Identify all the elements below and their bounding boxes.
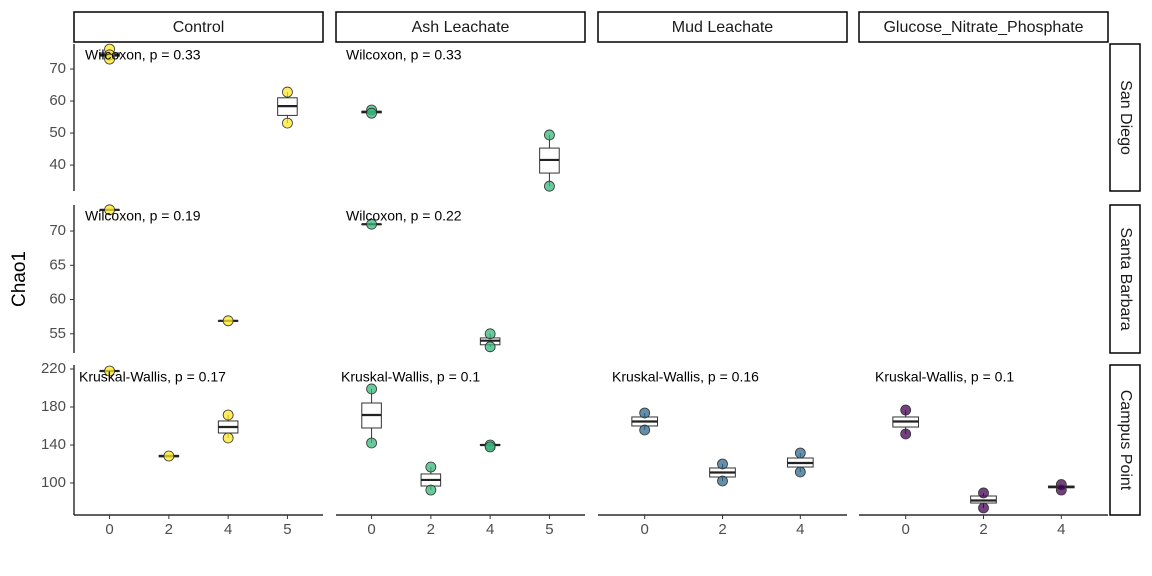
point: [222, 409, 234, 421]
x-tick-label: 0: [641, 521, 649, 538]
x-tick-label: 4: [224, 521, 232, 538]
strip: [1109, 43, 1141, 192]
point: [366, 107, 377, 119]
x-tick-label: 2: [979, 521, 987, 538]
y-tick-label: 60: [49, 291, 66, 308]
point: [282, 117, 293, 129]
point: [104, 365, 115, 377]
point: [900, 404, 912, 416]
point: [425, 484, 437, 496]
x-tick-label: 2: [718, 521, 726, 538]
y-tick-label: 180: [41, 398, 66, 415]
y-tick-label: 70: [49, 60, 66, 77]
y-axis-label: Chao1: [9, 251, 30, 307]
point: [366, 437, 377, 449]
point: [544, 129, 555, 141]
strip-label: Mud Leachate: [672, 19, 774, 36]
x-tick-label: 2: [427, 521, 435, 538]
point: [366, 383, 377, 395]
point: [978, 502, 989, 514]
y-tick-label: 220: [41, 360, 66, 377]
strip: [597, 11, 848, 43]
point: [900, 428, 912, 440]
y-tick-label: 100: [41, 474, 66, 491]
strip: [1109, 364, 1141, 516]
point: [484, 441, 496, 453]
y-tick-label: 50: [49, 124, 66, 141]
point: [978, 487, 989, 499]
annotation: Kruskal-Wallis, p = 0.1: [341, 369, 480, 385]
x-tick-label: 4: [796, 521, 804, 538]
strip-label: Campus Point: [1117, 390, 1134, 491]
point: [717, 458, 728, 470]
y-tick-label: 65: [49, 256, 66, 273]
point: [717, 475, 728, 487]
x-tick-label: 0: [902, 521, 910, 538]
point: [282, 86, 293, 98]
x-tick-label: 4: [486, 521, 494, 538]
annotation: Kruskal-Wallis, p = 0.1: [875, 369, 1014, 385]
y-tick-label: 60: [49, 92, 66, 109]
point: [425, 461, 437, 473]
strip: [1109, 204, 1141, 354]
strip: [335, 11, 586, 43]
point: [544, 180, 555, 192]
point: [104, 204, 115, 216]
strip-label: Ash Leachate: [412, 19, 510, 36]
annotation: Wilcoxon, p = 0.33: [346, 47, 462, 63]
strip: [73, 11, 324, 43]
y-tick-label: 70: [49, 222, 66, 239]
annotation: Wilcoxon, p = 0.33: [85, 47, 201, 63]
y-tick-label: 140: [41, 436, 66, 453]
annotation: Kruskal-Wallis, p = 0.16: [612, 369, 759, 385]
annotation: Wilcoxon, p = 0.22: [346, 208, 462, 224]
point: [794, 447, 806, 459]
point: [484, 341, 496, 353]
strip-label: San Diego: [1117, 80, 1134, 155]
point: [794, 466, 806, 478]
point: [222, 432, 234, 444]
annotation: Kruskal-Wallis, p = 0.17: [79, 369, 226, 385]
x-tick-label: 4: [1057, 521, 1065, 538]
point: [104, 53, 115, 65]
strip-label: Glucose_Nitrate_Phosphate: [883, 19, 1083, 36]
point: [222, 315, 234, 327]
x-tick-label: 0: [105, 521, 113, 538]
x-tick-label: 0: [367, 521, 375, 538]
x-tick-label: 5: [545, 521, 553, 538]
annotation: Wilcoxon, p = 0.19: [85, 208, 201, 224]
x-tick-label: 5: [283, 521, 291, 538]
point: [163, 450, 175, 462]
point: [366, 218, 377, 230]
point: [484, 328, 496, 340]
y-tick-label: 55: [49, 325, 66, 342]
strip: [858, 11, 1109, 43]
point: [639, 407, 651, 419]
point: [1055, 484, 1067, 496]
point: [639, 424, 651, 436]
strip-label: Santa Barbara: [1117, 227, 1134, 330]
strip-label: Control: [173, 19, 225, 36]
y-tick-label: 40: [49, 156, 66, 173]
x-tick-label: 2: [165, 521, 173, 538]
